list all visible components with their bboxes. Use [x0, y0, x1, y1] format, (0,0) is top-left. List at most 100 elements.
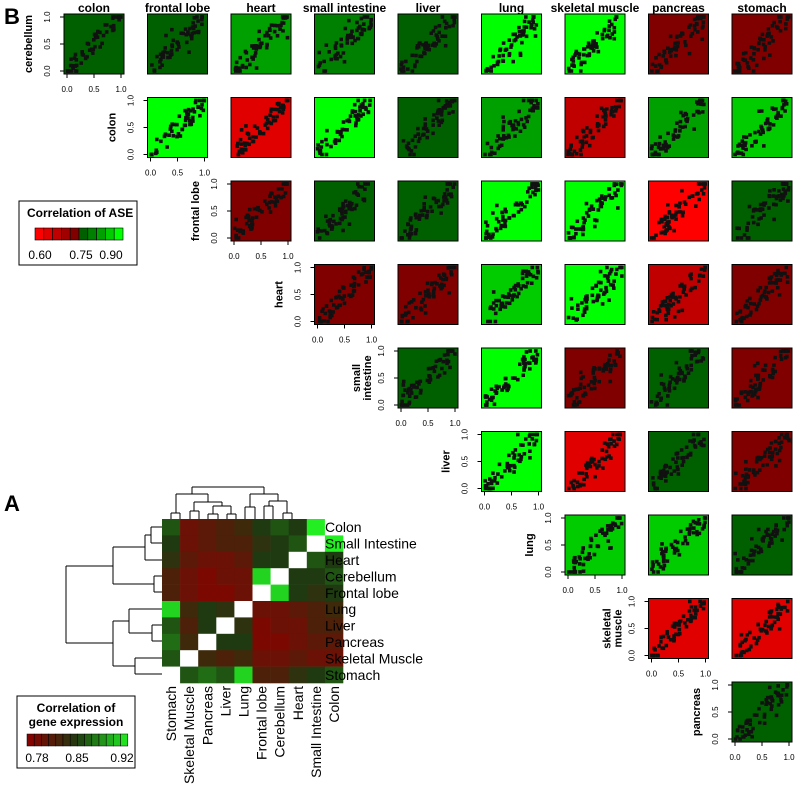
scatter-point	[155, 54, 159, 59]
scatter-point	[589, 538, 594, 543]
scatter-point	[285, 182, 289, 186]
scatter-point	[582, 385, 587, 390]
scatter-point	[527, 360, 531, 365]
scatter-point	[606, 539, 611, 543]
scatter-point	[785, 523, 790, 528]
heatmap-cell	[180, 617, 199, 635]
scatter-point	[177, 45, 181, 49]
scatter-point	[511, 123, 516, 127]
scatter-point	[663, 549, 668, 554]
scatter-point	[754, 713, 759, 717]
scatter-point	[368, 275, 372, 279]
heatmap-cell	[216, 633, 235, 651]
scatter-point	[607, 271, 612, 276]
heatmap-cell	[162, 551, 181, 569]
scatter-point	[778, 354, 783, 358]
scatter-point	[345, 203, 350, 208]
scatter-point	[349, 35, 353, 40]
scatter-point	[608, 35, 612, 40]
scatter-point	[234, 233, 238, 238]
scatter-point	[427, 294, 432, 299]
scatter-point	[684, 293, 688, 297]
scatter-point	[340, 285, 345, 289]
scatter-point	[325, 219, 330, 223]
scatter-point	[452, 15, 457, 20]
scatter-point	[682, 284, 687, 289]
scatter-point	[332, 219, 336, 224]
scatter-point	[571, 484, 576, 489]
scatter-point	[503, 218, 508, 223]
scatter-point	[183, 27, 188, 31]
scatter-point	[572, 486, 576, 491]
scatter-point	[530, 185, 534, 190]
scatter-point	[750, 390, 754, 394]
scatter-point	[676, 632, 681, 637]
scatter-point	[670, 624, 675, 629]
scatter-point	[782, 98, 786, 103]
scatter-point	[353, 109, 358, 114]
heatmap-row-label: Lung	[325, 601, 356, 617]
scatter-point	[757, 386, 762, 390]
scatter-point	[417, 217, 422, 221]
x-tick-label: 1.0	[282, 252, 294, 261]
scatter-point	[675, 34, 679, 39]
scatter-point	[612, 114, 616, 118]
scatter-point	[664, 60, 669, 65]
scatter-point	[420, 300, 424, 304]
scatter-point	[193, 24, 198, 28]
scatter-point	[497, 384, 501, 389]
scatter-point	[601, 292, 606, 296]
scatter-point	[613, 17, 617, 22]
scatter-point	[334, 305, 339, 310]
scatter-point	[189, 36, 194, 41]
scatter-point	[612, 444, 617, 449]
scatter-point	[741, 51, 746, 56]
row-label-line: small	[351, 364, 363, 392]
scatter-point	[786, 186, 791, 190]
scatter-point	[760, 368, 765, 372]
scatter-point	[160, 63, 164, 68]
scatter-point	[582, 220, 586, 225]
scatter-point	[507, 301, 512, 306]
scatter-point	[581, 52, 586, 57]
scatter-point	[276, 187, 281, 191]
scatter-point	[748, 310, 753, 315]
scatter-point	[431, 289, 436, 294]
scatter-point	[762, 144, 766, 148]
scatter-point	[582, 482, 586, 487]
scatter-point	[100, 41, 104, 46]
scatter-point	[178, 134, 183, 138]
scatter-point	[343, 26, 348, 31]
heatmap-cell	[216, 650, 235, 667]
scatter-point	[333, 138, 338, 142]
scatter-point	[518, 129, 523, 134]
scatter-point	[523, 357, 527, 362]
scatter-point	[516, 282, 520, 286]
scatter-point	[616, 525, 621, 529]
scatter-point	[785, 275, 790, 279]
scatter-point	[774, 523, 778, 528]
scatter-point	[341, 297, 345, 301]
scatter-point	[778, 19, 782, 24]
scatter-point	[518, 53, 523, 58]
scatter-point	[767, 610, 772, 615]
scatter-point	[608, 282, 613, 287]
scatter-point	[172, 122, 177, 127]
scatter-point	[501, 41, 506, 45]
scatter-point	[319, 319, 323, 324]
scatter-point	[356, 113, 361, 117]
scatter-point	[572, 565, 577, 570]
scatter-point	[660, 303, 665, 308]
scatter-point	[741, 482, 746, 486]
scatter-point	[487, 232, 491, 237]
scatter-point	[278, 105, 283, 110]
scatter-point	[612, 30, 617, 34]
row-label: pancreas	[691, 688, 703, 736]
scatter-point	[587, 208, 592, 212]
scatter-point	[73, 52, 78, 57]
scatter-point	[767, 455, 772, 459]
scatter-point	[320, 139, 324, 144]
scatter-point	[401, 65, 406, 70]
scatter-point	[446, 349, 450, 353]
scatter-point	[491, 290, 496, 294]
